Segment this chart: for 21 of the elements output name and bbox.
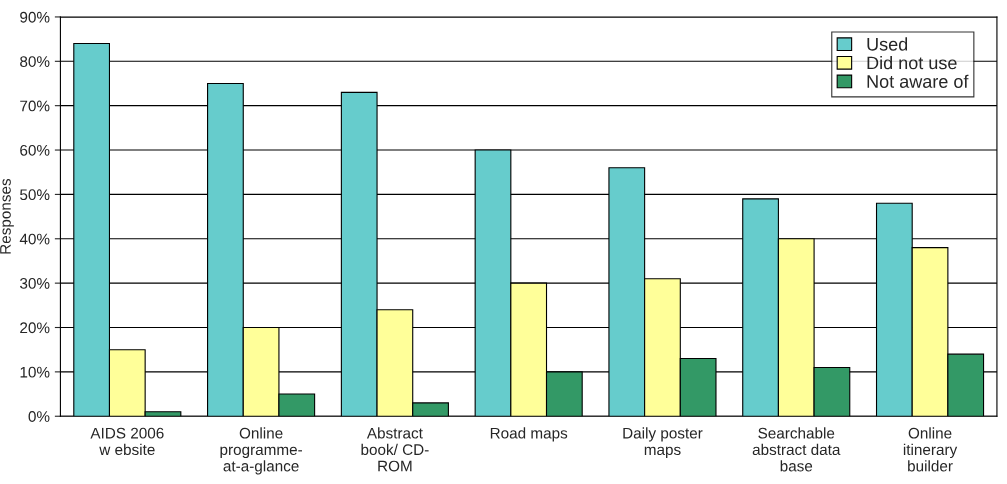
- y-tick-label: 60%: [20, 144, 50, 156]
- x-tick-label: Online programme- at-a-glance: [220, 427, 303, 475]
- x-tick-label: Daily poster maps: [623, 427, 703, 459]
- legend-label: Did not use: [867, 56, 957, 70]
- legend-label: Not aware of: [867, 74, 969, 88]
- x-tick-label: Road maps: [490, 427, 568, 442]
- y-tick-label: 50%: [20, 189, 50, 201]
- y-tick-label: 10%: [20, 366, 50, 378]
- x-tick-label: AIDS 2006 w ebsite: [90, 427, 164, 456]
- y-axis-title: Responses: [0, 178, 14, 254]
- x-tick-label: Abstract book/ CD- ROM: [361, 427, 429, 472]
- y-tick-label: 30%: [20, 278, 50, 289]
- x-tick-label: Online itinerary builder: [903, 427, 958, 472]
- y-tick-label: 70%: [20, 100, 50, 112]
- x-tick-label: Searchable abstract data base: [752, 427, 841, 472]
- y-tick-label: 80%: [20, 56, 50, 67]
- y-tick-label: 40%: [19, 233, 50, 245]
- y-tick-label: 20%: [20, 322, 50, 334]
- legend-label: Used: [867, 37, 908, 51]
- y-tick-label: 90%: [20, 11, 50, 23]
- y-tick-label: 0%: [28, 411, 50, 422]
